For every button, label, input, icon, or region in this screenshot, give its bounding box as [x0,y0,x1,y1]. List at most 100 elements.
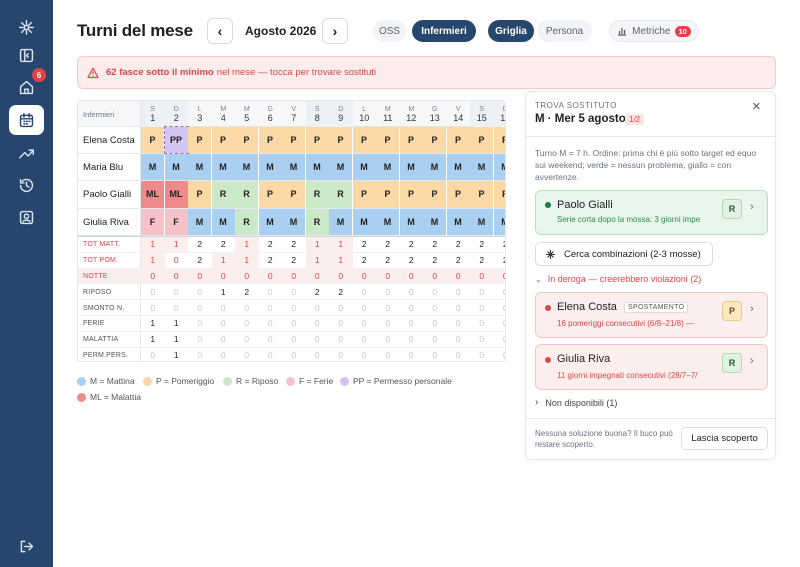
next-month-button[interactable]: › [322,18,348,44]
close-icon[interactable]: × [752,98,761,115]
sidebar-item-trend[interactable] [9,138,44,168]
shift-cell[interactable]: R [305,181,329,208]
view-tab-persona[interactable]: Persona [537,20,592,42]
shift-cell[interactable]: M [352,154,376,181]
shift-cell[interactable]: P [235,127,258,154]
substitute-panel: TROVA SOSTITUTO M · Mer 5 agosto 1/2 × T… [525,91,776,460]
shift-cell[interactable]: P [352,181,376,208]
shift-cell[interactable]: M [399,208,423,235]
shift-cell[interactable]: M [376,154,399,181]
shift-cell[interactable]: P [282,181,305,208]
logout-button[interactable] [9,531,44,561]
shift-cell[interactable]: P [188,127,211,154]
shift-cell[interactable]: P [470,181,493,208]
day-header: M 12 [400,101,424,127]
shift-cell[interactable]: P [470,127,493,154]
shift-cell[interactable]: M [282,154,305,181]
summary-value: 0 [314,349,320,360]
shift-cell[interactable]: ML [164,181,188,208]
shift-cell[interactable]: R [235,181,258,208]
shift-cell[interactable]: P [399,181,423,208]
shift-cell[interactable]: M [211,208,235,235]
summary-value: 0 [150,270,156,281]
prev-month-button[interactable]: ‹ [207,18,233,44]
derogation-toggle[interactable]: ⌄ In deroga — creerebbero violazioni (2) [535,274,701,284]
shift-cell[interactable]: M [446,154,470,181]
shift-cell[interactable]: F [164,208,188,235]
summary-label: SMONTO N. [83,304,125,312]
shift-cell[interactable]: P [211,127,235,154]
derogation-card-elena[interactable]: Elena Costa SPOSTAMENTO 16 pomeriggi con… [535,292,768,338]
shift-cell[interactable]: M [235,154,258,181]
shift-cell[interactable]: M [470,208,493,235]
shift-cell[interactable]: P [493,181,505,208]
shift-cell[interactable]: P [188,181,211,208]
sidebar-item-calendar[interactable] [9,105,44,135]
shift-cell[interactable]: P [423,181,446,208]
shift-cell[interactable]: M [188,208,211,235]
shift-cell[interactable]: P [305,127,329,154]
shift-cell[interactable]: M [305,154,329,181]
sidebar-item-staff[interactable] [9,202,44,232]
role-tab-infermieri[interactable]: Infermieri [412,20,476,42]
legend-item: F = Ferie [286,376,333,386]
leave-uncovered-button[interactable]: Lascia scoperto [681,427,768,450]
shift-cell[interactable]: M [399,154,423,181]
shift-cell[interactable]: P [399,127,423,154]
shift-cell[interactable]: M [493,208,505,235]
shift-cell[interactable]: P [329,127,352,154]
view-tab-griglia[interactable]: Griglia [488,20,534,42]
chevron-right-icon: › [535,397,539,408]
role-tab-oss[interactable]: OSS [373,20,406,42]
summary-value: 0 [432,334,438,345]
shift-cell[interactable]: M [141,154,164,181]
shift-cell[interactable]: P [141,127,164,154]
metrics-button[interactable]: Metriche 10 [609,20,699,42]
shift-cell[interactable]: R [235,208,258,235]
shift-cell[interactable]: M [282,208,305,235]
shift-cell[interactable]: M [211,154,235,181]
shift-cell[interactable]: M [329,208,352,235]
shift-cell[interactable]: PP [163,125,189,155]
shift-cell[interactable]: R [305,208,329,235]
shift-cell[interactable]: P [493,127,505,154]
shift-cell[interactable]: ML [141,181,164,208]
shift-cell[interactable]: R [211,181,235,208]
best-candidate-card[interactable]: Paolo Gialli Serie corta dopo la mossa: … [535,190,768,235]
shift-cell[interactable]: M [164,154,188,181]
shift-cell[interactable]: P [258,181,282,208]
shift-cell[interactable]: P [446,127,470,154]
sidebar-item-home[interactable]: 6 [9,68,46,102]
summary-value: 0 [455,286,461,297]
understaffed-alert[interactable]: 62 fasce sotto il minimo nel mese — tocc… [77,56,776,89]
shift-cell[interactable]: M [470,154,493,181]
shift-cell[interactable]: M [352,208,376,235]
shift-cell[interactable]: R [329,181,352,208]
shift-cell[interactable]: M [329,154,352,181]
shift-cell[interactable]: P [376,127,399,154]
shift-cell[interactable]: P [258,127,282,154]
shift-cell[interactable]: M [446,208,470,235]
derogation-card-giulia[interactable]: Giulia Riva 11 giorni impegnati consecut… [535,344,768,390]
shift-cell[interactable]: M [423,208,446,235]
shift-cell[interactable]: P [282,127,305,154]
shift-cell[interactable]: P [423,127,446,154]
summary-value: 0 [494,316,505,331]
shift-cell[interactable]: M [188,154,211,181]
unavailable-toggle[interactable]: › Non disponibili (1) [535,397,617,408]
shift-cell[interactable]: M [258,208,282,235]
summary-value: 0 [291,318,297,329]
shift-cell[interactable]: M [376,208,399,235]
shift-cell[interactable]: M [258,154,282,181]
summary-value: 0 [385,334,391,345]
summary-value: 0 [220,349,226,360]
sidebar-item-history[interactable] [9,170,44,200]
search-combinations-button[interactable]: Cerca combinazioni (2-3 mosse) [535,242,713,266]
shift-cell[interactable]: M [493,154,505,181]
shift-cell[interactable]: M [423,154,446,181]
shift-cell[interactable]: F [141,208,164,235]
sidebar-item-panel[interactable] [9,40,44,70]
shift-cell[interactable]: P [376,181,399,208]
shift-cell[interactable]: P [446,181,470,208]
shift-cell[interactable]: P [352,127,376,154]
